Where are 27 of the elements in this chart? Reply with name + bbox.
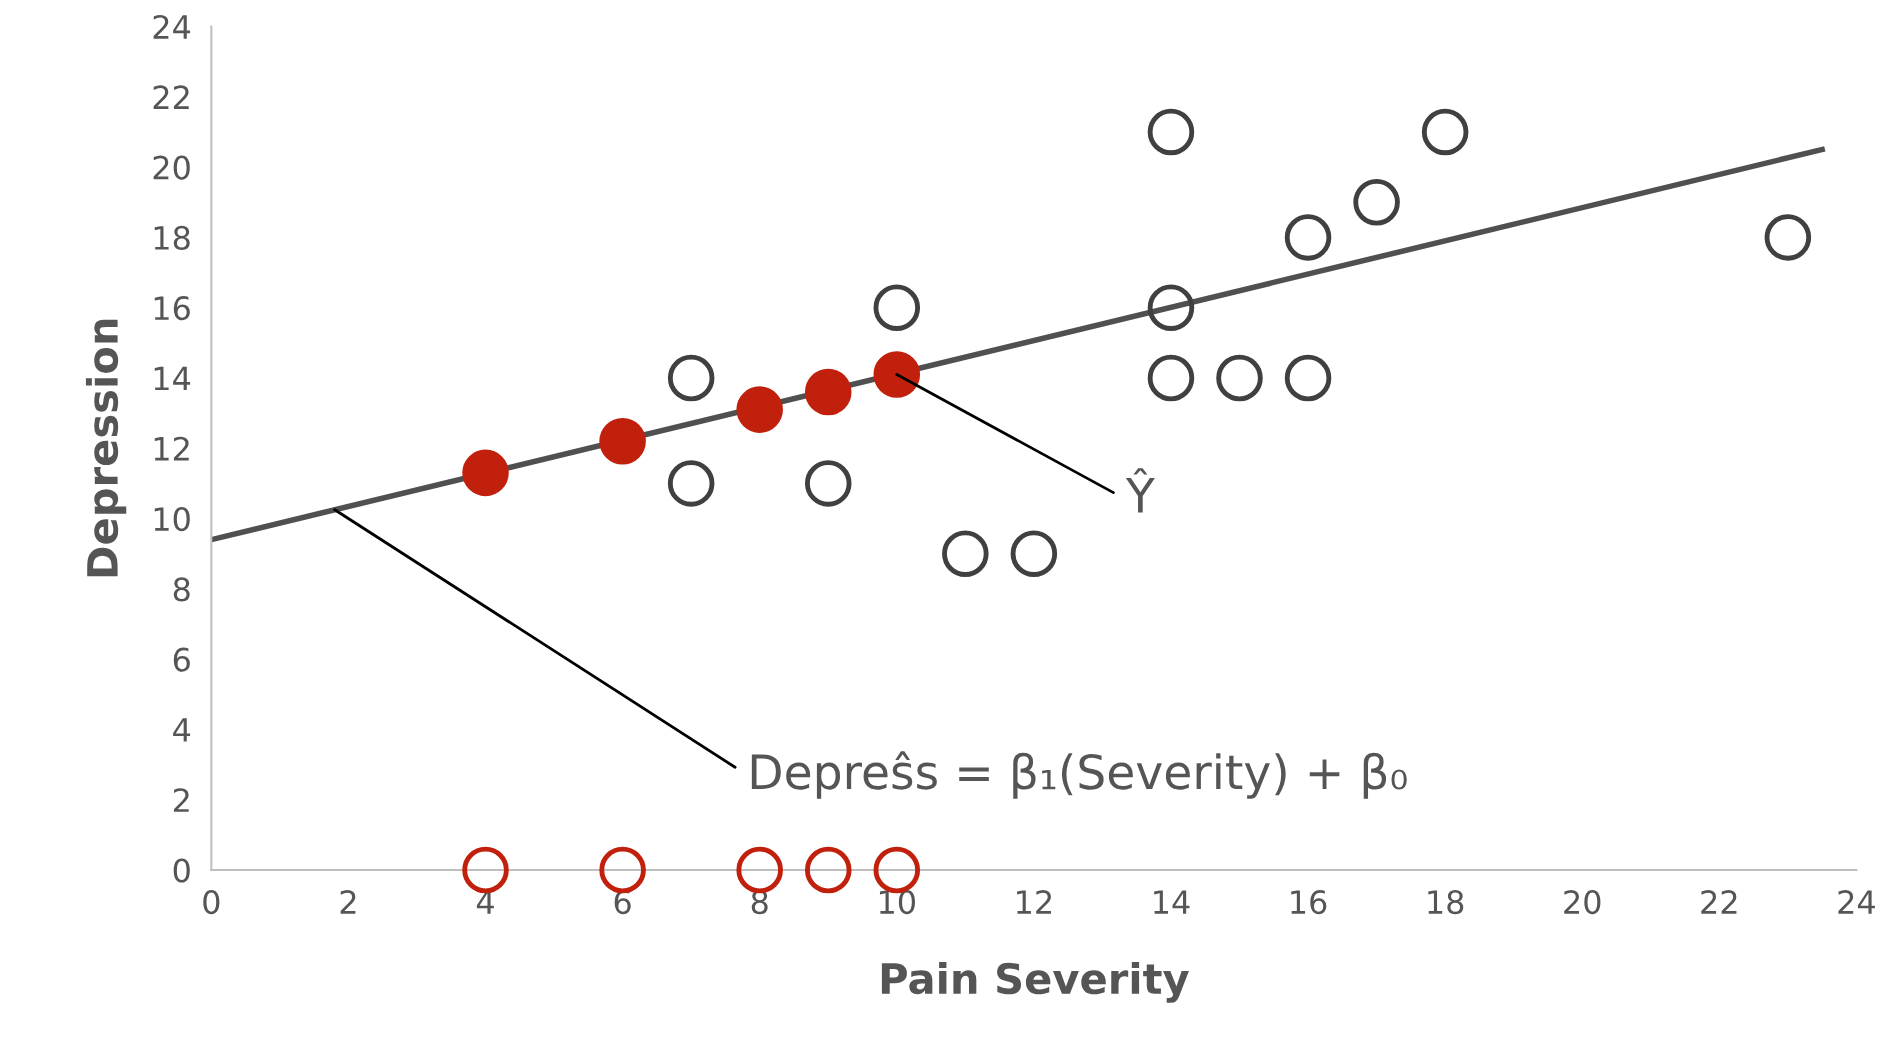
x-tick-label: 18 bbox=[1428, 890, 1464, 915]
y-tick-label: 4 bbox=[173, 718, 191, 742]
y-tick-label: 20 bbox=[153, 155, 190, 180]
y-tick-label: 10 bbox=[154, 506, 190, 532]
y-tick-label: 16 bbox=[154, 296, 190, 321]
y-tick-label: 0 bbox=[173, 858, 190, 883]
x-tick-label: 0 bbox=[203, 890, 220, 915]
y-tick-label: 12 bbox=[154, 436, 189, 461]
y-tick-label: 24 bbox=[153, 14, 191, 39]
y-tick-label: 6 bbox=[173, 647, 190, 672]
x-tick-label: 22 bbox=[1701, 890, 1737, 914]
y-tick-label: 22 bbox=[153, 85, 189, 109]
x-tick-label: 2 bbox=[340, 890, 356, 914]
x-tick-label: 14 bbox=[1154, 890, 1190, 914]
y-tick-label: 8 bbox=[173, 577, 190, 602]
y-tick-label: 2 bbox=[173, 788, 189, 812]
x-tick-label: 24 bbox=[1838, 890, 1875, 914]
annotation: Ŷ bbox=[1125, 468, 1155, 513]
y-axis-title: Depression bbox=[85, 319, 127, 577]
x-tick-label: 10 bbox=[879, 890, 915, 915]
x-tick-label: 12 bbox=[1017, 890, 1051, 914]
x-axis-title: Pain Severity bbox=[881, 962, 1189, 1003]
annotation: Depreŝs = β₁(Severity) + β₀ bbox=[751, 751, 1407, 799]
x-tick-label: 16 bbox=[1291, 890, 1327, 915]
y-tick-label: 18 bbox=[154, 225, 190, 250]
y-tick-label: 14 bbox=[154, 366, 191, 391]
x-tick-label: 20 bbox=[1564, 890, 1601, 915]
